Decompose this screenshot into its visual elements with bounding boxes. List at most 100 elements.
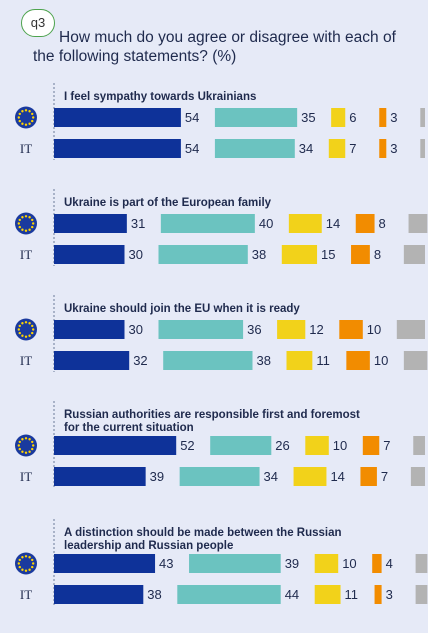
statement-title: A distinction should be made between the…	[64, 527, 342, 539]
statement-title: I feel sympathy towards Ukrainians	[64, 91, 256, 103]
bar-segment	[374, 585, 382, 604]
eu-flag-star	[32, 444, 35, 447]
data-label: 43	[159, 556, 173, 571]
data-label: 32	[133, 353, 147, 368]
eu-flag-star	[31, 112, 34, 116]
bar-segment	[415, 554, 428, 573]
eu-flag-star	[24, 215, 28, 218]
eu-flag-star	[18, 119, 21, 123]
eu-flag-star	[28, 216, 31, 219]
bar-segment	[54, 554, 156, 573]
row-label-it: IT	[20, 353, 32, 368]
bar-segment	[158, 320, 244, 339]
row-label-it: IT	[20, 469, 32, 484]
bar-segment	[339, 320, 363, 339]
eu-flag-icon	[15, 434, 37, 457]
eu-flag-star	[32, 116, 35, 119]
eu-flag-star	[18, 218, 21, 222]
bar-segment	[331, 108, 346, 127]
eu-flag-star	[18, 558, 21, 562]
bar-segment	[281, 245, 318, 264]
data-label: 3	[390, 110, 397, 125]
eu-flag-star	[21, 228, 24, 231]
bar-segment	[288, 214, 322, 233]
chart-title: How much do you agree or disagree with e…	[33, 29, 396, 65]
eu-flag-star	[28, 450, 31, 453]
question-badge: q3	[21, 9, 55, 37]
eu-flag-star	[21, 216, 24, 219]
data-label: 38	[252, 247, 266, 262]
eu-flag-star	[28, 110, 31, 113]
bar-segment	[214, 108, 298, 127]
eu-flag-icon	[15, 552, 37, 575]
eu-flag-star	[18, 331, 21, 335]
bar-segment	[54, 351, 130, 370]
data-label: 36	[247, 322, 261, 337]
bar-segment	[355, 214, 375, 233]
bar-segment	[54, 436, 177, 455]
row-label-it: IT	[20, 587, 32, 602]
eu-flag-star	[31, 558, 34, 562]
data-label: 30	[129, 247, 143, 262]
bar-segment	[160, 214, 255, 233]
eu-flag-star	[28, 122, 31, 125]
eu-flag-star	[28, 334, 31, 337]
data-label: 30	[129, 322, 143, 337]
eu-flag-star	[17, 222, 20, 225]
eu-flag-star	[28, 228, 31, 231]
eu-flag-star	[21, 122, 24, 125]
bar-segment	[177, 585, 281, 604]
data-label: 10	[367, 322, 381, 337]
data-label: 8	[379, 216, 386, 231]
eu-flag-star	[17, 328, 20, 331]
data-label: 7	[381, 469, 388, 484]
eu-flag-star	[21, 334, 24, 337]
eu-flag-star	[18, 324, 21, 328]
bar-segment	[54, 245, 125, 264]
eu-flag-star	[28, 556, 31, 559]
statement-title: Russian authorities are responsible firs…	[64, 409, 360, 421]
bar-segment	[293, 467, 327, 486]
eu-flag-star	[28, 438, 31, 441]
bar-segment	[396, 320, 425, 339]
bar-segment	[408, 214, 428, 233]
data-label: 6	[349, 110, 356, 125]
eu-flag-star	[21, 556, 24, 559]
bar-segment	[420, 139, 425, 158]
eu-flag-star	[18, 112, 21, 116]
eu-flag-star	[21, 568, 24, 571]
bar-segment	[360, 467, 377, 486]
eu-flag-star	[31, 225, 34, 229]
eu-flag-star	[31, 440, 34, 444]
data-label: 3	[390, 141, 397, 156]
statement-title: for the current situation	[64, 422, 194, 434]
eu-flag-star	[18, 447, 21, 451]
eu-flag-star	[31, 324, 34, 328]
statement-title: Ukraine should join the EU when it is re…	[64, 303, 300, 315]
data-label: 8	[374, 247, 381, 262]
bar-segment	[54, 585, 144, 604]
eu-flag-star	[31, 565, 34, 569]
bar-segment	[410, 467, 425, 486]
bar-segment	[403, 245, 425, 264]
bar-segment	[415, 585, 428, 604]
bar-segment	[163, 351, 253, 370]
data-label: 7	[349, 141, 356, 156]
data-label: 26	[275, 438, 289, 453]
eu-flag-star	[24, 451, 28, 454]
bar-segment	[314, 585, 341, 604]
eu-flag-icon	[15, 212, 37, 235]
data-label: 54	[185, 141, 199, 156]
eu-flag-star	[21, 450, 24, 453]
data-label: 38	[147, 587, 161, 602]
eu-flag-star	[32, 328, 35, 331]
eu-flag-icon	[15, 318, 37, 341]
bar-segment	[214, 139, 295, 158]
data-label: 10	[342, 556, 356, 571]
bar-segment	[286, 351, 313, 370]
bar-segment	[189, 554, 281, 573]
bar-segment	[314, 554, 339, 573]
eu-flag-star	[24, 123, 28, 126]
statement-title: leadership and Russian people	[64, 540, 233, 552]
data-label: 10	[333, 438, 347, 453]
